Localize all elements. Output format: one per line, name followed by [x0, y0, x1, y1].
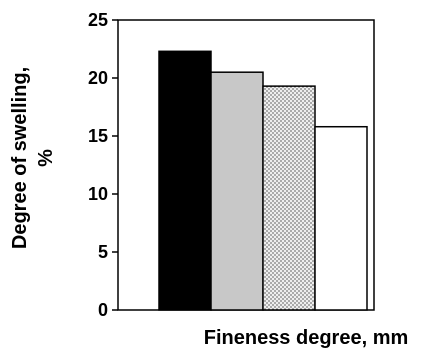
y-tick-label: 0 — [98, 300, 108, 320]
x-axis-label: Fineness degree, mm — [204, 327, 409, 349]
bar-3 — [262, 85, 316, 311]
y-tick-label: 15 — [88, 126, 108, 146]
bars-group — [158, 50, 368, 311]
y-axis-label-line1: Degree of swelling, — [9, 67, 31, 249]
y-axis-label-line2: % — [35, 149, 57, 167]
y-tick-label: 10 — [88, 184, 108, 204]
bar-2 — [210, 71, 264, 311]
bar-4 — [314, 125, 368, 311]
bar-1 — [158, 50, 212, 311]
y-tick-label: 20 — [88, 68, 108, 88]
y-axis-ticks: 0 5 10 15 20 25 — [88, 10, 118, 320]
y-tick-label: 5 — [98, 242, 108, 262]
y-tick-label: 25 — [88, 10, 108, 30]
